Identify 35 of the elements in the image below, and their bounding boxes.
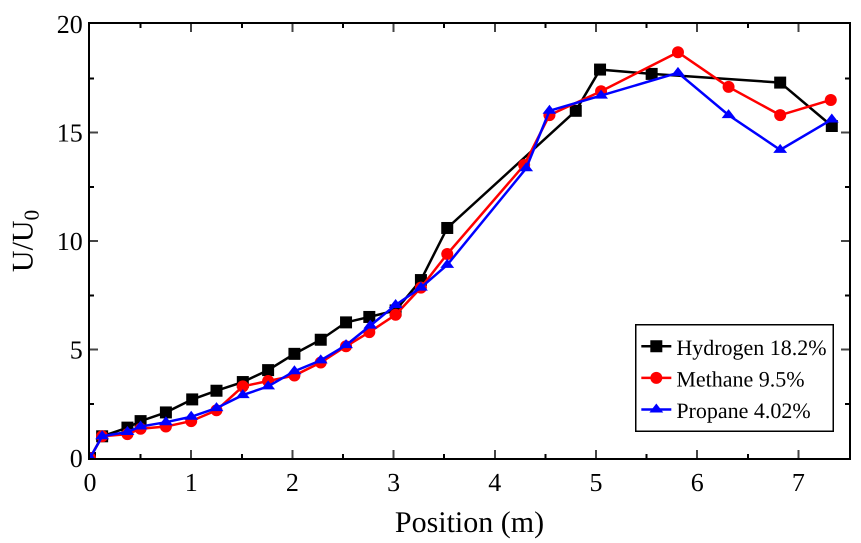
x-tick-label: 7 (792, 468, 805, 498)
point (288, 348, 300, 360)
y-tick-label: 0 (70, 444, 83, 474)
point (722, 80, 735, 93)
y-tick-label: 20 (56, 10, 83, 40)
point (262, 364, 274, 376)
point (646, 68, 658, 80)
legend-label: Hydrogen 18.2% (676, 334, 827, 360)
x-tick-label: 6 (690, 468, 704, 498)
point (160, 406, 172, 418)
point (441, 248, 454, 260)
point (236, 380, 249, 392)
point (340, 316, 352, 328)
x-tick-label: 2 (286, 468, 299, 498)
point (824, 94, 837, 106)
point (186, 393, 198, 406)
point (594, 64, 606, 76)
point (441, 222, 454, 234)
point (210, 384, 222, 397)
y-tick-label: 15 (56, 118, 83, 148)
point (672, 46, 684, 58)
y-tick-label: 5 (70, 336, 83, 365)
point (390, 308, 402, 321)
x-tick-label: 3 (387, 468, 400, 498)
x-tick-label: 1 (184, 468, 198, 498)
x-tick-label: 5 (590, 468, 602, 498)
point (570, 104, 582, 117)
point (314, 334, 327, 346)
y-tick-label: 10 (56, 227, 83, 256)
point (774, 109, 786, 122)
x-tick-label: 4 (488, 468, 502, 498)
legend-label: Methane 9.5% (676, 366, 805, 392)
legend-label: Propane 4.02% (676, 398, 811, 424)
point (774, 76, 786, 89)
x-axis-title: Position (m) (394, 506, 544, 540)
